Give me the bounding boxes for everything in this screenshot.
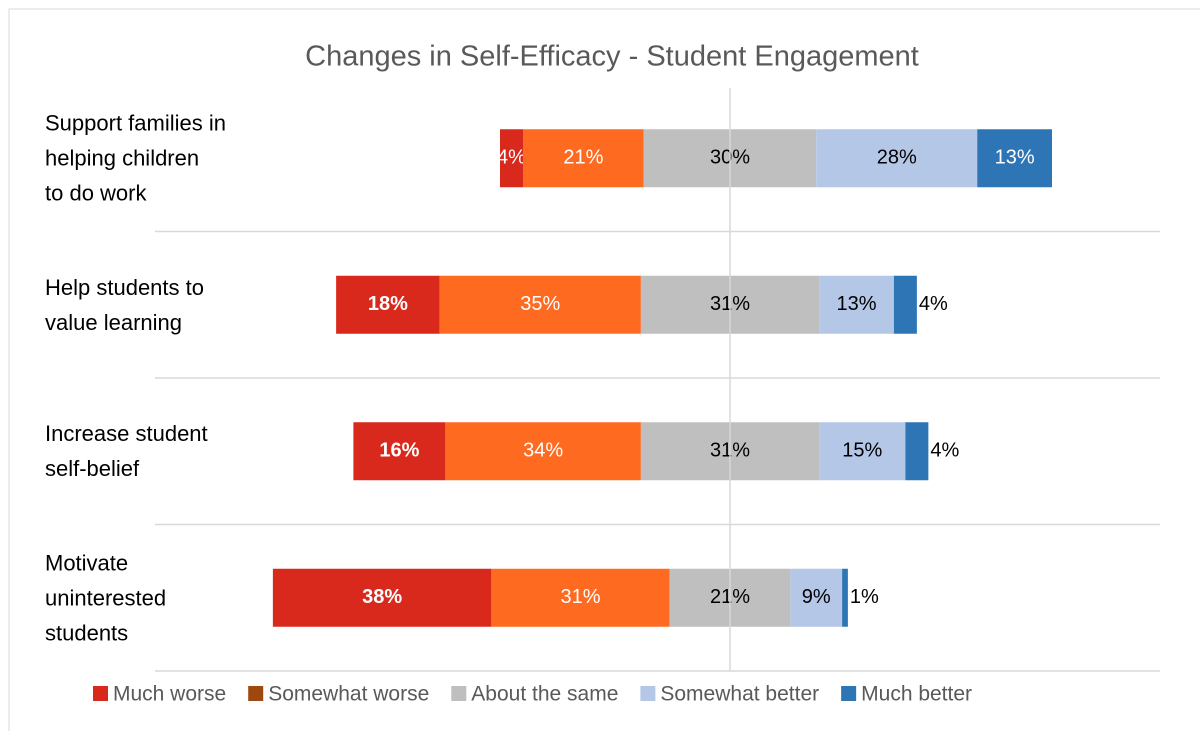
legend-swatch: [248, 686, 264, 701]
data-label: 1%: [850, 586, 879, 608]
legend-label: Somewhat worse: [268, 683, 429, 706]
data-label: 16%: [379, 440, 419, 462]
bar-segment: [353, 422, 446, 481]
chart-border: [8, 8, 1200, 731]
bar-segment: [819, 422, 906, 481]
legend-label: Much worse: [113, 683, 226, 706]
bar-segment: [819, 275, 894, 334]
legend-label: About the same: [471, 683, 618, 706]
category-label: Increase student self-belief: [45, 421, 208, 482]
bar-segment: [272, 568, 492, 627]
data-label: 9%: [802, 586, 831, 608]
data-label: 13%: [995, 147, 1035, 169]
bar-segment: [893, 275, 917, 334]
bar-segment: [336, 275, 440, 334]
bar-segment: [816, 129, 978, 188]
data-label: 35%: [520, 293, 560, 315]
bar-segment: [790, 568, 843, 627]
legend-swatch: [841, 686, 857, 701]
data-label: 18%: [368, 293, 408, 315]
data-label: 13%: [836, 293, 876, 315]
legend-swatch: [451, 686, 467, 701]
data-label: 31%: [560, 586, 600, 608]
bar-segment: [977, 129, 1052, 188]
bar-segment: [445, 422, 641, 481]
bar-segment: [905, 422, 929, 481]
category-label: Motivate uninterested students: [45, 550, 167, 646]
bar-segment: [491, 568, 670, 627]
legend-swatch: [93, 686, 108, 701]
data-label: 4%: [497, 147, 526, 169]
legend-label: Much better: [861, 683, 972, 706]
data-label: 28%: [877, 147, 917, 169]
bar-segment: [439, 275, 641, 334]
bar-segment: [500, 129, 523, 188]
data-label: 4%: [919, 293, 948, 315]
bar-segment: [523, 129, 644, 188]
legend-swatch: [640, 686, 656, 701]
legend-label: Somewhat better: [660, 683, 819, 706]
category-label: Help students to value learning: [45, 274, 204, 335]
data-label: 38%: [362, 586, 402, 608]
category-label: Support families in helping children to …: [45, 110, 226, 206]
data-label: 21%: [563, 147, 603, 169]
data-label: 4%: [930, 440, 959, 462]
bar-segment: [842, 568, 848, 627]
data-label: 34%: [523, 440, 563, 462]
data-label: 15%: [842, 440, 882, 462]
chart-title: Changes in Self-Efficacy - Student Engag…: [305, 41, 919, 73]
